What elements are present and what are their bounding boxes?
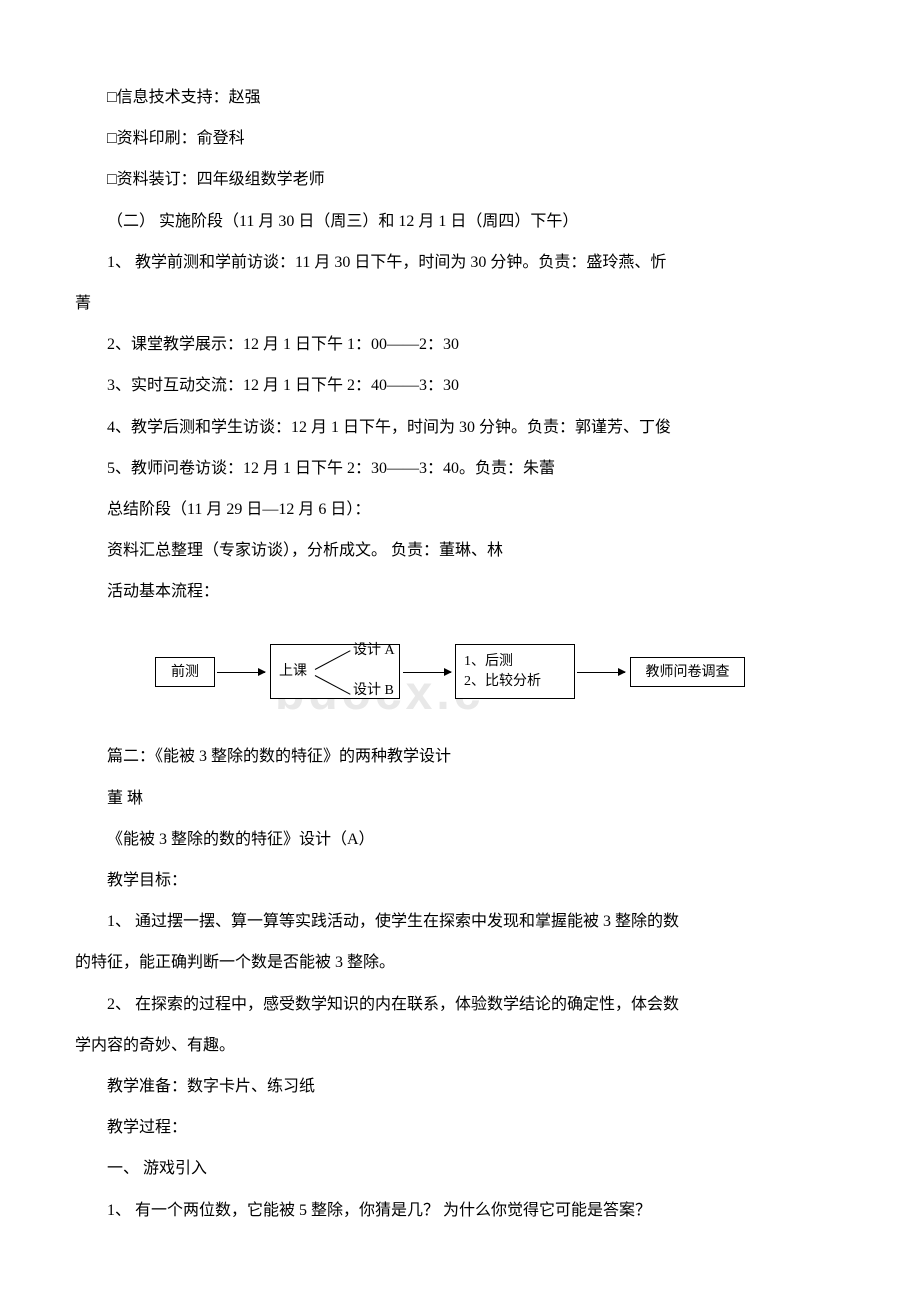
arrow-1 <box>217 672 265 673</box>
arrow-3 <box>577 672 625 673</box>
line-flow-title: 活动基本流程： <box>75 574 845 609</box>
arrow-2 <box>403 672 451 673</box>
line-item-3: 3、实时互动交流：12 月 1 日下午 2：40——3：30 <box>75 368 845 403</box>
line-goal-1b: 的特征，能正确判断一个数是否能被 3 整除。 <box>75 945 845 980</box>
line-binding: □资料装订：四年级组数学老师 <box>75 162 845 197</box>
line-process-title: 教学过程： <box>75 1110 845 1145</box>
flow-box-posttest-line1: 1、后测 <box>464 652 513 672</box>
line-item-1a: 1、 教学前测和学前访谈：11 月 30 日下午，时间为 30 分钟。负责：盛玲… <box>75 245 845 280</box>
flow-box-posttest-line2: 2、比较分析 <box>464 672 541 692</box>
line-item-5: 5、教师问卷访谈：12 月 1 日下午 2：30——3：40。负责：朱蕾 <box>75 451 845 486</box>
line-print: □资料印刷：俞登科 <box>75 121 845 156</box>
line-part2-title: 篇二：《能被 3 整除的数的特征》的两种教学设计 <box>75 739 845 774</box>
flow-split-b: 设计 B <box>353 681 394 701</box>
line-goal-1a: 1、 通过摆一摆、算一算等实践活动，使学生在探索中发现和掌握能被 3 整除的数 <box>75 904 845 939</box>
flowchart: bdocx.c 前测 上课 设计 A 设计 B 1、后测 2、比较分析 教师问卷… <box>155 629 845 719</box>
line-summary-detail: 资料汇总整理（专家访谈），分析成文。 负责：董琳、林 <box>75 533 845 568</box>
line-item-1b: 菁 <box>75 286 845 321</box>
line-info-tech: □信息技术支持：赵强 <box>75 80 845 115</box>
line-phase-2: （二） 实施阶段（11 月 30 日（周三）和 12 月 1 日（周四）下午） <box>75 204 845 239</box>
flow-box-survey: 教师问卷调查 <box>630 657 745 687</box>
line-goal-2a: 2、 在探索的过程中，感受数学知识的内在联系，体验数学结论的确定性，体会数 <box>75 987 845 1022</box>
line-section-1: 一、 游戏引入 <box>75 1151 845 1186</box>
line-goal-2b: 学内容的奇妙、有趣。 <box>75 1028 845 1063</box>
line-design-a-title: 《能被 3 整除的数的特征》设计（A） <box>75 822 845 857</box>
line-author: 董 琳 <box>75 781 845 816</box>
flow-split-a: 设计 A <box>353 641 395 661</box>
line-prep: 教学准备：数字卡片、练习纸 <box>75 1069 845 1104</box>
line-item-2: 2、课堂教学展示：12 月 1 日下午 1：00——2：30 <box>75 327 845 362</box>
flow-box-pretest: 前测 <box>155 657 215 687</box>
flow-box-posttest: 1、后测 2、比较分析 <box>455 644 575 699</box>
line-goals-title: 教学目标： <box>75 863 845 898</box>
line-q1: 1、 有一个两位数，它能被 5 整除，你猜是几？ 为什么你觉得它可能是答案？ <box>75 1193 845 1228</box>
line-item-4: 4、教学后测和学生访谈：12 月 1 日下午，时间为 30 分钟。负责：郭谨芳、… <box>75 410 845 445</box>
line-summary-phase: 总结阶段（11 月 29 日—12 月 6 日）： <box>75 492 845 527</box>
